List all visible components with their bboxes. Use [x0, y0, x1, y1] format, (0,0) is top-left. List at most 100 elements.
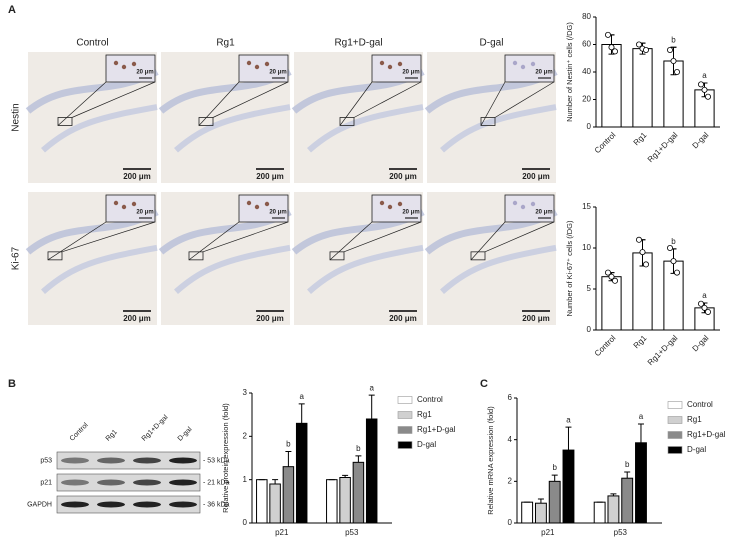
y-axis-label: Number of Nestin⁺ cells (/DG) [565, 22, 574, 122]
scale-bar-label: 200 μm [256, 172, 284, 181]
data-point [701, 304, 708, 311]
scale-bar-label: 200 μm [389, 172, 417, 181]
bar [635, 442, 647, 524]
data-point [667, 244, 674, 251]
x-tick-label: D-gal [691, 130, 711, 150]
tissue-layer [174, 244, 291, 294]
error-bar [624, 471, 631, 479]
band-size: - 53 kDa [203, 457, 230, 464]
error-bar [565, 426, 572, 451]
tissue-layer [41, 104, 158, 153]
x-tick-label: Control [593, 333, 618, 358]
bar [269, 483, 281, 524]
data-point [608, 44, 615, 51]
lane-label: Rg1 [105, 429, 119, 443]
cell [254, 64, 260, 70]
row-label: Nestin [11, 103, 22, 131]
inset-scale-label: 20 μm [535, 210, 552, 216]
scale-bar-label: 200 μm [123, 172, 151, 181]
cell [264, 201, 270, 207]
data-point [670, 258, 677, 265]
legend-swatch [667, 446, 683, 454]
panel-letter: B [8, 378, 16, 390]
row-label: Ki-67 [11, 246, 22, 270]
roi-line [329, 221, 373, 261]
x-tick-label: p53 [614, 528, 628, 537]
band [61, 479, 89, 486]
x-tick-label: p21 [541, 528, 555, 537]
band [133, 479, 161, 486]
cell [246, 60, 252, 66]
lane-label: Rg1+D-gal [141, 414, 170, 443]
x-tick-label: Control [593, 130, 618, 155]
band-size: - 36 kDa [203, 501, 230, 508]
data-point [643, 47, 650, 54]
data-point [612, 48, 619, 55]
inset-scale-label: 20 μm [402, 70, 419, 76]
roi-box [47, 251, 63, 261]
band [97, 501, 125, 508]
significance-letter: b [671, 237, 676, 246]
cell [246, 200, 252, 206]
cell [512, 60, 518, 66]
y-tick-label: 60 [582, 40, 591, 49]
x-tick-label: p21 [275, 528, 289, 537]
bar [352, 461, 365, 524]
y-tick-label: 6 [508, 393, 513, 402]
inset [504, 54, 555, 83]
band [97, 457, 125, 464]
roi-box [329, 251, 345, 261]
blot-strip [56, 451, 201, 470]
band-label: p53 [40, 457, 52, 464]
legend-swatch [667, 416, 683, 424]
data-point [612, 277, 619, 284]
legend-label: Rg1+D-gal [417, 425, 456, 434]
scale-bar-label: 200 μm [522, 172, 550, 181]
legend-swatch [397, 396, 413, 404]
significance-letter: a [566, 415, 571, 424]
inset-scale-label: 20 μm [269, 210, 286, 216]
cell [379, 60, 385, 66]
band [61, 457, 89, 464]
roi-line [470, 221, 506, 261]
error-bar [551, 474, 558, 482]
roi-line [343, 221, 422, 253]
bar [562, 449, 575, 524]
data-point [674, 69, 681, 76]
bar [601, 276, 622, 331]
column-label: Rg1+D-gal [334, 38, 382, 49]
roi-box [480, 117, 496, 126]
data-point [608, 273, 615, 280]
error-bar [368, 394, 375, 419]
significance-letter: a [639, 412, 644, 421]
legend-label: Rg1 [417, 410, 432, 419]
band-label: p21 [40, 479, 52, 486]
band [61, 501, 89, 508]
roi-line [212, 81, 289, 118]
band [169, 479, 197, 486]
data-point [705, 308, 712, 315]
band [169, 457, 197, 464]
y-tick-label: 2 [508, 476, 513, 485]
y-tick-label: 80 [582, 12, 591, 21]
y-tick-label: 1 [243, 475, 248, 484]
error-bar [298, 403, 305, 424]
y-tick-label: 5 [587, 284, 592, 293]
inset-scale-label: 20 μm [136, 70, 153, 76]
cell [113, 60, 119, 66]
error-bar [285, 451, 292, 467]
tissue-layer [41, 244, 158, 294]
cell [530, 201, 536, 207]
inset-scale-label: 20 μm [535, 70, 552, 76]
error-bar [610, 493, 617, 496]
significance-letter: a [299, 392, 304, 401]
lane-label: Control [69, 421, 90, 442]
bar [282, 466, 295, 524]
cell [520, 64, 526, 70]
roi-line [57, 81, 107, 126]
error-bar [272, 479, 279, 484]
column-label: Rg1 [216, 38, 235, 49]
roi-line [71, 81, 156, 118]
cell [113, 200, 119, 206]
